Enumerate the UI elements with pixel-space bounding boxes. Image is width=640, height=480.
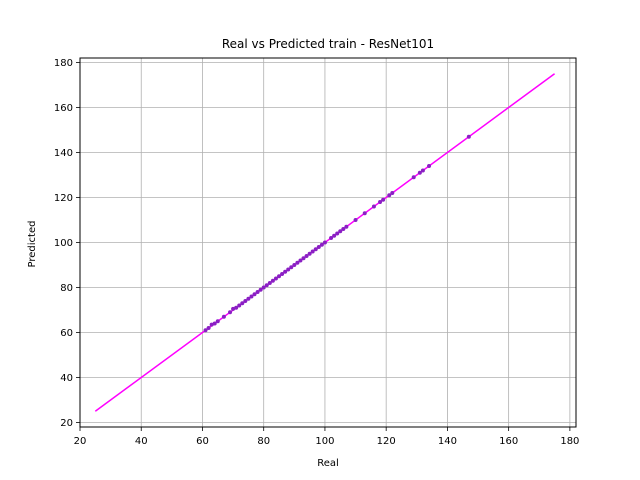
- x-tick-label-140: 140: [438, 436, 457, 447]
- chart-title: Real vs Predicted train - ResNet101: [222, 37, 434, 51]
- scatter-point: [267, 281, 272, 285]
- scatter-point: [252, 292, 257, 297]
- scatter-point: [228, 310, 233, 315]
- axis-ticks: 20 40 60 80 100 120 140 160 180 20 40 60 80 100 120 140…: [54, 58, 580, 447]
- scatter-point: [304, 254, 309, 258]
- scatter-point: [329, 236, 334, 240]
- scatter-point: [322, 240, 327, 245]
- scatter-point: [295, 260, 300, 265]
- scatter-point: [261, 285, 266, 290]
- x-tick-label-160: 160: [499, 436, 518, 447]
- scatter-point: [273, 276, 278, 281]
- x-tick-label-80: 80: [257, 436, 270, 447]
- scatter-point: [246, 296, 251, 301]
- x-axis-label: Real: [317, 458, 339, 469]
- y-tick-label-80: 80: [60, 283, 73, 294]
- scatter-points: [203, 134, 471, 333]
- scatter-point: [243, 299, 248, 303]
- scatter-point: [310, 249, 315, 254]
- scatter-point: [381, 197, 386, 202]
- scatter-point: [255, 290, 260, 294]
- scatter-point: [417, 170, 422, 175]
- scatter-point: [387, 193, 392, 198]
- scatter-point: [313, 247, 318, 252]
- scatter-point: [240, 301, 245, 306]
- y-tick-label-180: 180: [54, 58, 73, 69]
- scatter-point: [427, 164, 432, 168]
- x-tick-label-20: 20: [74, 436, 87, 447]
- scatter-point: [341, 227, 346, 231]
- y-tick-label-20: 20: [60, 418, 73, 429]
- scatter-point: [258, 287, 263, 292]
- scatter-point: [209, 322, 214, 327]
- y-tick-label-40: 40: [60, 373, 73, 384]
- scatter-point: [280, 272, 285, 276]
- y-tick-label-60: 60: [60, 328, 73, 339]
- scatter-point: [316, 245, 321, 249]
- x-tick-label-60: 60: [196, 436, 209, 447]
- y-tick-label-100: 100: [54, 238, 73, 249]
- scatter-point: [335, 231, 340, 236]
- y-tick-label-120: 120: [54, 193, 73, 204]
- scatter-point: [286, 267, 291, 272]
- y-tick-label-160: 160: [54, 103, 73, 114]
- scatter-point: [353, 218, 358, 222]
- scatter-point: [277, 274, 282, 279]
- x-tick-label-40: 40: [135, 436, 148, 447]
- scatter-point: [283, 269, 288, 274]
- x-tick-label-120: 120: [377, 436, 396, 447]
- scatter-point: [292, 263, 297, 267]
- scatter-point: [237, 303, 242, 308]
- scatter-point: [378, 200, 383, 204]
- scatter-point: [215, 319, 220, 324]
- scatter-point: [371, 204, 376, 209]
- scatter-point: [221, 314, 226, 319]
- x-tick-label-180: 180: [560, 436, 579, 447]
- scatter-point: [231, 306, 236, 311]
- scatter-point: [289, 265, 294, 270]
- scatter-point: [264, 283, 269, 288]
- y-tick-label-140: 140: [54, 148, 73, 159]
- scatter-point: [332, 233, 337, 238]
- scatter-point: [234, 305, 239, 310]
- scatter-point: [466, 134, 471, 139]
- x-tick-label-100: 100: [315, 436, 334, 447]
- scatter-point: [270, 278, 275, 283]
- scatter-point: [344, 224, 349, 229]
- scatter-point: [362, 211, 367, 216]
- y-axis-label: Predicted: [27, 221, 38, 268]
- scatter-point: [206, 326, 211, 330]
- scatter-point: [203, 328, 208, 333]
- scatter-point: [390, 191, 395, 195]
- scatter-point: [411, 175, 416, 180]
- scatter-point: [420, 168, 425, 173]
- scatter-point: [298, 258, 303, 263]
- grid: [79, 58, 576, 427]
- scatter-point: [212, 321, 217, 326]
- scatter-point: [319, 242, 324, 247]
- scatter-point: [307, 251, 312, 256]
- scatter-point: [301, 256, 306, 261]
- scatter-point: [249, 294, 254, 299]
- scatter-point: [338, 229, 343, 234]
